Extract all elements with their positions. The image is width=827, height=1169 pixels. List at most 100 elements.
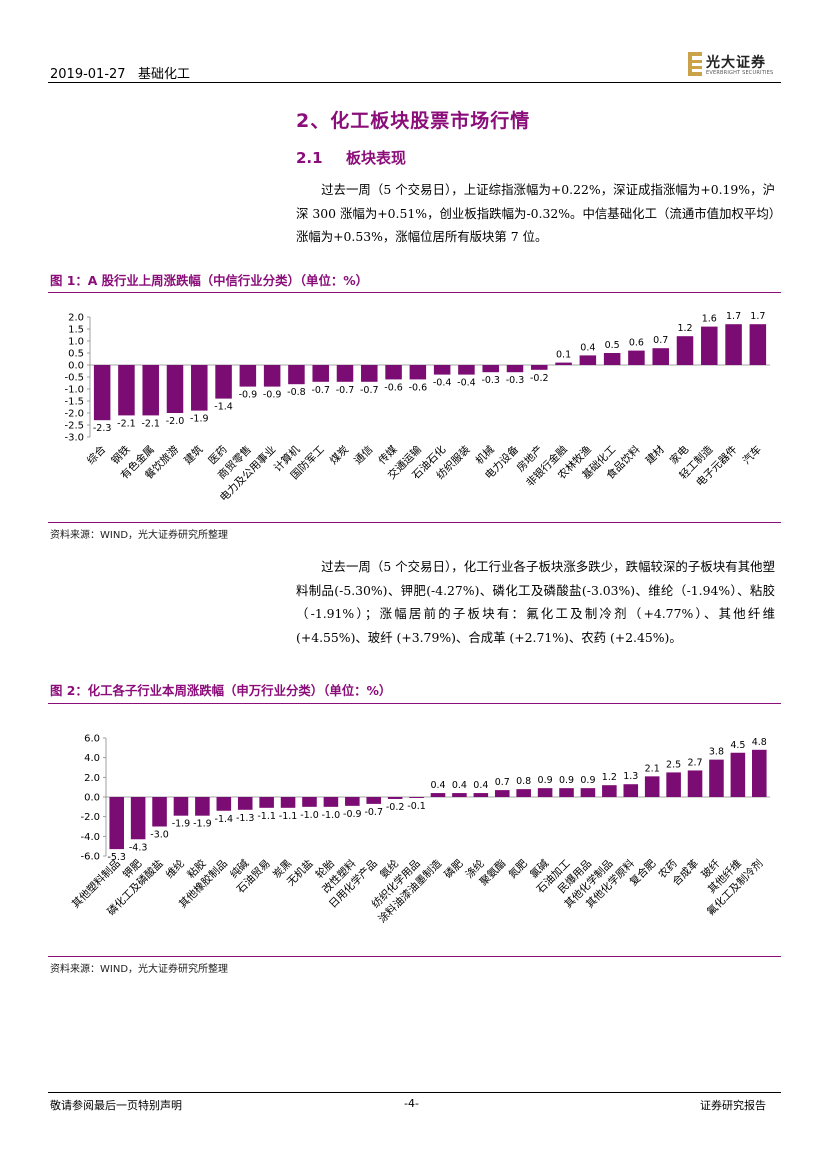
data-label: -0.1 xyxy=(407,801,426,812)
footer-report-type: 证券研究报告 xyxy=(700,1099,766,1112)
y-tick-label: -2.0 xyxy=(64,409,84,420)
data-label: -2.1 xyxy=(141,418,160,429)
data-label: -0.2 xyxy=(530,373,549,384)
data-label: -0.7 xyxy=(311,385,330,396)
category-label: 建材 xyxy=(643,443,667,467)
section-title: 2、化工板块股票市场行情 xyxy=(296,110,531,132)
logo-text-en: EVERBRIGHT SECURITIES xyxy=(706,70,774,76)
data-label: 0.1 xyxy=(556,350,571,361)
bar xyxy=(409,365,427,380)
bar xyxy=(142,365,159,416)
bar xyxy=(749,324,767,365)
data-label: 0.4 xyxy=(473,780,488,791)
bar xyxy=(559,788,574,797)
figure2-top-rule xyxy=(48,703,781,704)
bar xyxy=(494,790,510,797)
paragraph-market-summary: 过去一周（5 个交易日），上证综指涨幅为+0.22%，深证成指涨幅为+0.19%… xyxy=(296,178,775,249)
y-tick-label: 2.0 xyxy=(68,313,84,324)
y-tick-label: -4.0 xyxy=(80,832,100,843)
bar xyxy=(603,353,621,365)
y-tick-label: -1.0 xyxy=(64,385,84,396)
category-label: 煤炭 xyxy=(327,443,351,467)
data-label: -0.7 xyxy=(360,385,379,396)
data-label: 2.5 xyxy=(666,759,681,770)
figure2-title: 图 2：化工各子行业本周涨跌幅（申万行业分类）（单位：%） xyxy=(50,683,392,698)
bar xyxy=(644,776,660,797)
everbright-logo: 光大证券 EVERBRIGHT SECURITIES xyxy=(688,52,783,78)
bar xyxy=(385,365,402,380)
bar xyxy=(345,797,360,806)
bar xyxy=(730,752,746,797)
data-label: -1.4 xyxy=(215,814,234,825)
bar xyxy=(366,797,382,804)
data-label: 0.7 xyxy=(653,335,668,346)
bar xyxy=(676,336,694,365)
bar xyxy=(473,793,489,797)
bar xyxy=(452,793,467,797)
data-label: 1.2 xyxy=(602,772,617,783)
bar xyxy=(725,324,742,365)
bar xyxy=(409,797,424,798)
bar xyxy=(130,797,146,840)
paragraph-subsector-summary: 过去一周（5 个交易日），化工行业各子板块涨多跌少，跌幅较深的子板块有其他塑料制… xyxy=(296,555,775,649)
footer-divider xyxy=(48,1092,781,1093)
y-tick-label: 4.0 xyxy=(84,753,100,764)
subsection-number: 2.1 xyxy=(296,149,323,167)
data-label: -1.9 xyxy=(193,819,212,830)
data-label: 1.7 xyxy=(750,311,765,322)
data-label: 0.4 xyxy=(452,780,467,791)
subsection-title: 2.1 板块表现 xyxy=(296,147,406,168)
bar xyxy=(215,365,232,399)
figure2-bar-chart: 6.04.02.00.0-2.0-4.0-6.0 -5.3其他塑料制品-4.3钾肥… xyxy=(69,734,770,926)
bar xyxy=(579,355,597,365)
data-label: -0.9 xyxy=(263,390,282,401)
data-label: -0.6 xyxy=(409,382,428,393)
bar xyxy=(280,797,296,808)
paragraph-subsector-summary-text: 过去一周（5 个交易日），化工行业各子板块涨多跌少，跌幅较深的子板块有其他塑料制… xyxy=(296,559,775,645)
data-label: -0.8 xyxy=(287,387,306,398)
data-label: -1.9 xyxy=(172,819,191,830)
data-label: -2.1 xyxy=(117,418,136,429)
bar xyxy=(237,797,253,810)
bar xyxy=(263,365,281,387)
data-label: -0.3 xyxy=(481,375,500,386)
data-label: -3.0 xyxy=(150,830,169,841)
data-label: 0.5 xyxy=(605,340,620,351)
bar xyxy=(652,348,669,365)
bar xyxy=(173,797,189,816)
y-tick-label: 0.5 xyxy=(68,349,84,360)
footer-page-number: -4- xyxy=(404,1097,419,1110)
data-label: -2.0 xyxy=(166,416,185,427)
y-tick-label: -6.0 xyxy=(80,852,100,863)
data-label: -5.3 xyxy=(107,852,126,863)
bar xyxy=(433,365,451,375)
bar xyxy=(687,770,703,797)
bar xyxy=(752,749,767,797)
data-label: -0.2 xyxy=(386,802,405,813)
data-label: -1.9 xyxy=(190,414,209,425)
y-tick-label: -3.0 xyxy=(64,433,84,444)
bar xyxy=(482,365,499,373)
bar xyxy=(430,793,446,797)
category-label: 建筑 xyxy=(181,443,205,467)
subsection-label: 板块表现 xyxy=(346,149,407,167)
data-label: 3.8 xyxy=(709,747,724,758)
data-label: -0.3 xyxy=(506,375,525,386)
data-label: 0.4 xyxy=(430,780,445,791)
data-label: 0.4 xyxy=(580,342,595,353)
y-tick-label: -0.5 xyxy=(64,373,84,384)
y-tick-label: -2.0 xyxy=(80,812,100,823)
header-date-category: 2019-01-27 基础化工 xyxy=(50,63,190,82)
data-label: -1.0 xyxy=(300,810,319,821)
data-label: -2.3 xyxy=(93,423,112,434)
logo-mark-icon xyxy=(688,52,702,76)
paragraph-market-summary-text: 过去一周（5 个交易日），上证综指涨幅为+0.22%，深证成指涨幅为+0.19%… xyxy=(296,182,775,244)
category-label: 综合 xyxy=(84,443,108,467)
data-label: -0.6 xyxy=(384,382,403,393)
bar xyxy=(361,365,378,382)
data-label: 2.7 xyxy=(687,757,702,768)
figure1-source: 资料来源：WIND，光大证券研究所整理 xyxy=(50,530,229,541)
bar xyxy=(531,365,548,370)
y-tick-label: 2.0 xyxy=(84,773,100,784)
data-label: 0.6 xyxy=(629,338,644,349)
